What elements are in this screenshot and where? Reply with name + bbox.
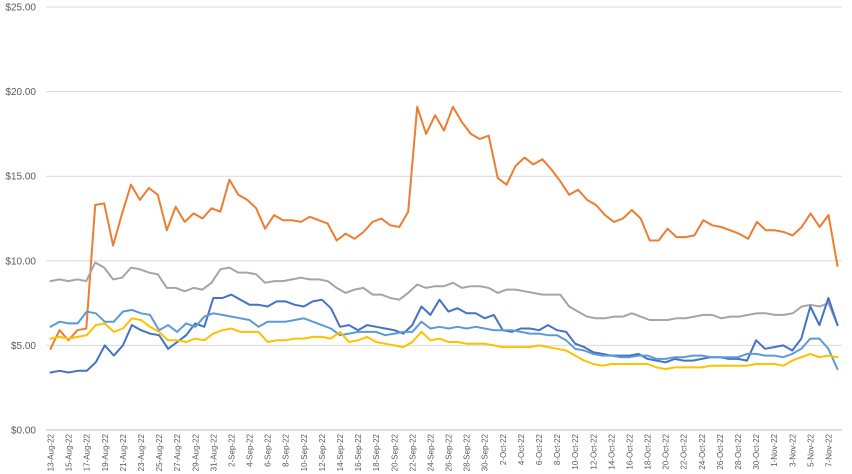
y-tick-label: $25.00 [5, 3, 36, 14]
x-tick-label: 6-Sep-22 [264, 433, 273, 466]
x-tick-label: 4-Oct-22 [517, 433, 526, 465]
x-tick-label: 24-Oct-22 [698, 433, 707, 469]
x-tick-label: 12-Oct-22 [589, 433, 598, 469]
x-tick-label: 14-Oct-22 [607, 433, 616, 469]
x-tick-label: 13-Aug-22 [47, 433, 56, 471]
x-tick-label: 16-Oct-22 [625, 433, 634, 469]
x-tick-label: 22-Oct-22 [680, 433, 689, 469]
series-line-5 [49, 317, 839, 371]
x-tick-label: 22-Sep-22 [408, 433, 417, 471]
x-tick-label: 15-Aug-22 [65, 433, 74, 471]
x-axis-tick-labels: 13-Aug-22 15-Aug-22 17-Aug-22 19-Aug-22 21-A… [47, 433, 834, 471]
x-tick-label: 28-Sep-22 [463, 433, 472, 471]
x-tick-label: 30-Oct-22 [752, 433, 761, 469]
x-tick-label: 3-Nov-22 [788, 433, 797, 466]
x-tick-label: 25-Aug-22 [155, 433, 164, 471]
y-tick-label: $10.00 [5, 256, 36, 267]
x-tick-label: 1-Nov-22 [770, 433, 779, 466]
x-tick-label: 4-Sep-22 [246, 433, 255, 466]
x-tick-label: 2-Oct-22 [499, 433, 508, 465]
x-tick-label: 16-Sep-22 [354, 433, 363, 471]
x-tick-label: 30-Sep-22 [481, 433, 490, 471]
x-tick-label: 18-Oct-22 [644, 433, 653, 469]
series-line-1 [49, 105, 839, 350]
x-tick-label: 6-Oct-22 [535, 433, 544, 465]
x-tick-label: 17-Aug-22 [83, 433, 92, 471]
y-tick-label: $5.00 [11, 341, 36, 352]
x-tick-label: 5-Nov-22 [806, 433, 815, 466]
x-tick-label: 21-Aug-22 [119, 433, 128, 471]
x-tick-label: 12-Sep-22 [318, 433, 327, 471]
x-tick-label: 31-Aug-22 [209, 433, 218, 471]
x-tick-label: 26-Oct-22 [716, 433, 725, 469]
series-line-3 [49, 293, 839, 374]
x-tick-label: 7-Nov-22 [824, 433, 833, 466]
x-tick-label: 26-Sep-22 [445, 433, 454, 471]
x-tick-label: 29-Aug-22 [191, 433, 200, 471]
y-tick-label: $0.00 [11, 426, 36, 437]
x-tick-label: 27-Aug-22 [173, 433, 182, 471]
x-tick-label: 8-Oct-22 [553, 433, 562, 465]
x-tick-label: 2-Sep-22 [227, 433, 236, 466]
x-tick-label: 14-Sep-22 [336, 433, 345, 471]
x-tick-label: 10-Oct-22 [571, 433, 580, 469]
series-line-4 [49, 308, 839, 371]
gridlines [46, 6, 842, 431]
x-tick-label: 19-Aug-22 [101, 433, 110, 471]
x-tick-label: 8-Sep-22 [282, 433, 291, 466]
x-tick-label: 20-Oct-22 [662, 433, 671, 469]
x-tick-label: 28-Oct-22 [734, 433, 743, 469]
series-line-2 [49, 261, 839, 327]
y-tick-label: $20.00 [5, 87, 36, 98]
x-tick-label: 23-Aug-22 [137, 433, 146, 471]
x-tick-label: 18-Sep-22 [372, 433, 381, 471]
x-tick-label: 24-Sep-22 [426, 433, 435, 471]
y-axis-tick-labels: $0.00 $5.00 $10.00 $15.00 $20.00 $25.00 [5, 3, 36, 437]
series-lines [49, 105, 839, 374]
x-tick-label: 20-Sep-22 [390, 433, 399, 471]
y-tick-label: $15.00 [5, 172, 36, 183]
x-tick-label: 10-Sep-22 [300, 433, 309, 471]
